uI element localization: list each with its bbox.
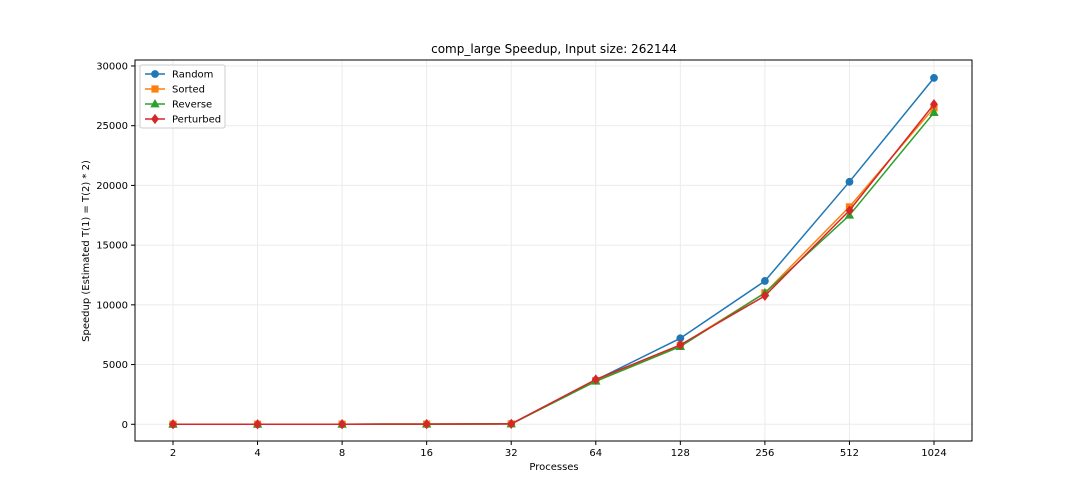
chart-title: comp_large Speedup, Input size: 262144 [431,42,677,56]
series-sorted [169,104,938,428]
series-line [172,107,935,426]
x-tick-label: 4 [254,448,260,459]
legend-label: Reverse [172,100,212,111]
legend-item: Sorted [145,85,205,96]
data-point-circle [151,70,159,78]
series-line [172,103,935,426]
x-tick-label: 512 [840,448,859,459]
x-tick-label: 2 [170,448,176,459]
data-point-diamond [676,339,685,351]
x-axis-ticks: 2 4 8 16 32 64 128 256 512 1024 [170,441,947,459]
x-tick-label: 32 [505,448,518,459]
legend-label: Random [172,70,213,81]
series-reverse [168,107,939,428]
x-axis-label: Processes [529,462,578,473]
y-tick-label: 10000 [96,300,128,311]
series-line [172,77,935,426]
x-tick-label: 8 [339,448,345,459]
data-point-diamond [169,419,177,430]
data-point-diamond [591,374,600,385]
y-tick-label: 25000 [96,121,128,132]
x-tick-label: 64 [589,448,602,459]
y-tick-label: 20000 [96,181,128,192]
x-tick-label: 16 [420,448,433,459]
grid [135,60,972,441]
x-tick-label: 128 [671,448,690,459]
series-lines [168,74,939,430]
data-point-square [151,85,159,93]
data-point-diamond [930,99,938,110]
data-point-circle [760,277,769,285]
x-tick-label: 1024 [921,448,946,459]
data-point-diamond [507,418,516,430]
y-tick-label: 5000 [103,360,128,371]
data-point-diamond [845,205,854,216]
y-axis-ticks: 0 5000 10000 15000 20000 25000 30000 [96,61,135,431]
data-point-circle [845,177,854,186]
series-line [172,112,935,426]
data-point-diamond [760,290,769,302]
data-point-diamond [253,419,262,430]
series-random [169,74,938,429]
legend-item: Random [145,70,213,81]
legend-item: Perturbed [145,113,221,126]
data-point-triangle [929,107,939,116]
data-point-diamond [338,419,347,430]
legend-item: Reverse [145,98,212,111]
legend: Random Sorted Reverse Perturbed [139,64,226,129]
legend-label: Perturbed [172,115,221,126]
data-point-diamond [422,418,431,430]
legend-label: Sorted [172,85,205,96]
y-axis-label: Speedup (Estimated T(1) = T(2) * 2) [81,160,92,342]
data-point-triangle [150,98,160,108]
y-tick-label: 15000 [96,241,128,252]
data-point-diamond [151,113,159,125]
x-tick-label: 256 [755,448,774,459]
plot-area [134,59,973,442]
legend-box [139,64,226,129]
data-point-circle [930,74,938,82]
y-tick-label: 0 [122,420,128,431]
y-tick-label: 30000 [96,61,128,72]
series-perturbed [169,99,938,430]
